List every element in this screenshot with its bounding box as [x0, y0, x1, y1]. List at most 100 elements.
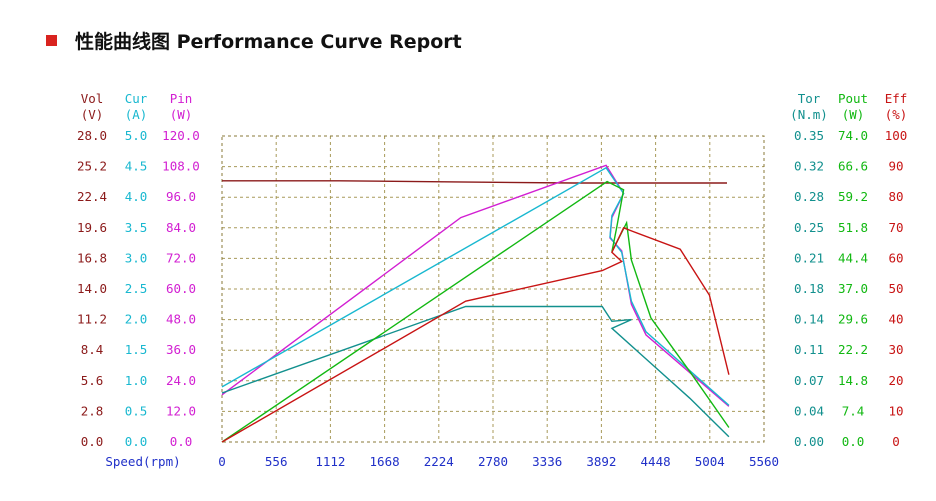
- plot-frame: [221, 135, 765, 443]
- tick-label-pin: 48.0: [166, 312, 196, 327]
- tick-label-pin: 24.0: [166, 373, 196, 388]
- tick-label-pout: 29.6: [838, 312, 868, 327]
- tick-label-cur: 4.5: [125, 159, 148, 174]
- tick-label-eff: 50: [888, 281, 903, 296]
- tick-label-pout: 22.2: [838, 342, 868, 357]
- x-tick-label: 1112: [315, 454, 345, 469]
- tick-label-vol: 0.0: [81, 434, 104, 449]
- tick-label-cur: 5.0: [125, 128, 148, 143]
- tick-label-vol: 19.6: [77, 220, 107, 235]
- axis-unit-cur: (A): [125, 107, 148, 122]
- tick-label-tor: 0.28: [794, 189, 824, 204]
- tick-label-cur: 0.0: [125, 434, 148, 449]
- axis-unit-pin: (W): [170, 107, 193, 122]
- tick-label-vol: 2.8: [81, 403, 104, 418]
- tick-label-eff: 40: [888, 312, 903, 327]
- x-tick-label: 3892: [586, 454, 616, 469]
- tick-label-cur: 2.5: [125, 281, 148, 296]
- tick-label-cur: 3.0: [125, 250, 148, 265]
- tick-label-tor: 0.25: [794, 220, 824, 235]
- series-line-pout: [221, 180, 730, 443]
- axis-name-pout: Pout: [838, 91, 868, 106]
- tick-label-eff: 10: [888, 403, 903, 418]
- tick-label-tor: 0.14: [794, 312, 824, 327]
- tick-label-tor: 0.18: [794, 281, 824, 296]
- series-line-cur: [221, 166, 730, 406]
- tick-label-pout: 37.0: [838, 281, 868, 296]
- axis-unit-tor: (N.m): [790, 107, 828, 122]
- tick-label-pout: 74.0: [838, 128, 868, 143]
- tick-label-vol: 11.2: [77, 312, 107, 327]
- tick-label-vol: 28.0: [77, 128, 107, 143]
- x-axis-label: Speed(rpm): [105, 454, 180, 469]
- tick-label-cur: 4.0: [125, 189, 148, 204]
- axis-name-cur: Cur: [125, 91, 148, 106]
- axis-unit-pout: (W): [842, 107, 865, 122]
- tick-label-tor: 0.07: [794, 373, 824, 388]
- tick-label-eff: 100: [885, 128, 908, 143]
- report-header: 性能曲线图 Performance Curve Report: [46, 27, 462, 54]
- tick-label-pout: 66.6: [838, 159, 868, 174]
- red-square-icon: [46, 35, 57, 46]
- tick-label-eff: 60: [888, 250, 903, 265]
- tick-label-vol: 5.6: [81, 373, 104, 388]
- tick-label-cur: 3.5: [125, 220, 148, 235]
- tick-label-pin: 0.0: [170, 434, 193, 449]
- series-line-eff: [221, 226, 730, 443]
- tick-label-vol: 25.2: [77, 159, 107, 174]
- tick-label-pin: 72.0: [166, 250, 196, 265]
- tick-label-pout: 59.2: [838, 189, 868, 204]
- tick-label-pin: 96.0: [166, 189, 196, 204]
- tick-label-tor: 0.00: [794, 434, 824, 449]
- tick-label-eff: 90: [888, 159, 903, 174]
- tick-label-vol: 16.8: [77, 250, 107, 265]
- series-line-tor: [221, 305, 730, 438]
- x-tick-label: 556: [265, 454, 288, 469]
- tick-label-pout: 44.4: [838, 250, 868, 265]
- tick-label-pout: 0.0: [842, 434, 865, 449]
- tick-label-tor: 0.21: [794, 250, 824, 265]
- tick-label-pin: 12.0: [166, 403, 196, 418]
- tick-label-vol: 22.4: [77, 189, 107, 204]
- axis-name-vol: Vol: [81, 91, 104, 106]
- tick-label-pin: 60.0: [166, 281, 196, 296]
- tick-label-pin: 120.0: [162, 128, 200, 143]
- x-tick-label: 3336: [532, 454, 562, 469]
- tick-label-eff: 20: [888, 373, 903, 388]
- tick-label-vol: 8.4: [81, 342, 104, 357]
- x-tick-label: 2224: [424, 454, 454, 469]
- x-tick-label: 5004: [695, 454, 725, 469]
- series-line-vol: [222, 180, 727, 184]
- tick-label-tor: 0.11: [794, 342, 824, 357]
- axis-name-tor: Tor: [798, 91, 821, 106]
- axis-unit-vol: (V): [81, 107, 104, 122]
- series-line-pin: [221, 164, 730, 407]
- tick-label-tor: 0.35: [794, 128, 824, 143]
- x-tick-label: 1668: [370, 454, 400, 469]
- axis-unit-eff: (%): [885, 107, 908, 122]
- x-tick-label: 0: [218, 454, 226, 469]
- page-title: 性能曲线图 Performance Curve Report: [75, 31, 462, 53]
- axis-name-eff: Eff: [885, 91, 908, 106]
- axis-name-pin: Pin: [170, 91, 193, 106]
- tick-label-cur: 1.0: [125, 373, 148, 388]
- tick-label-cur: 2.0: [125, 312, 148, 327]
- x-tick-label: 2780: [478, 454, 508, 469]
- x-tick-label: 4448: [641, 454, 671, 469]
- tick-label-pin: 36.0: [166, 342, 196, 357]
- x-tick-label: 5560: [749, 454, 779, 469]
- tick-label-pout: 14.8: [838, 373, 868, 388]
- tick-label-pout: 7.4: [842, 403, 865, 418]
- tick-label-eff: 70: [888, 220, 903, 235]
- tick-label-eff: 80: [888, 189, 903, 204]
- tick-label-pout: 51.8: [838, 220, 868, 235]
- tick-label-pin: 84.0: [166, 220, 196, 235]
- tick-label-tor: 0.04: [794, 403, 824, 418]
- tick-label-pin: 108.0: [162, 159, 200, 174]
- tick-label-tor: 0.32: [794, 159, 824, 174]
- tick-label-cur: 0.5: [125, 403, 148, 418]
- tick-label-eff: 0: [892, 434, 900, 449]
- tick-label-vol: 14.0: [77, 281, 107, 296]
- tick-label-eff: 30: [888, 342, 903, 357]
